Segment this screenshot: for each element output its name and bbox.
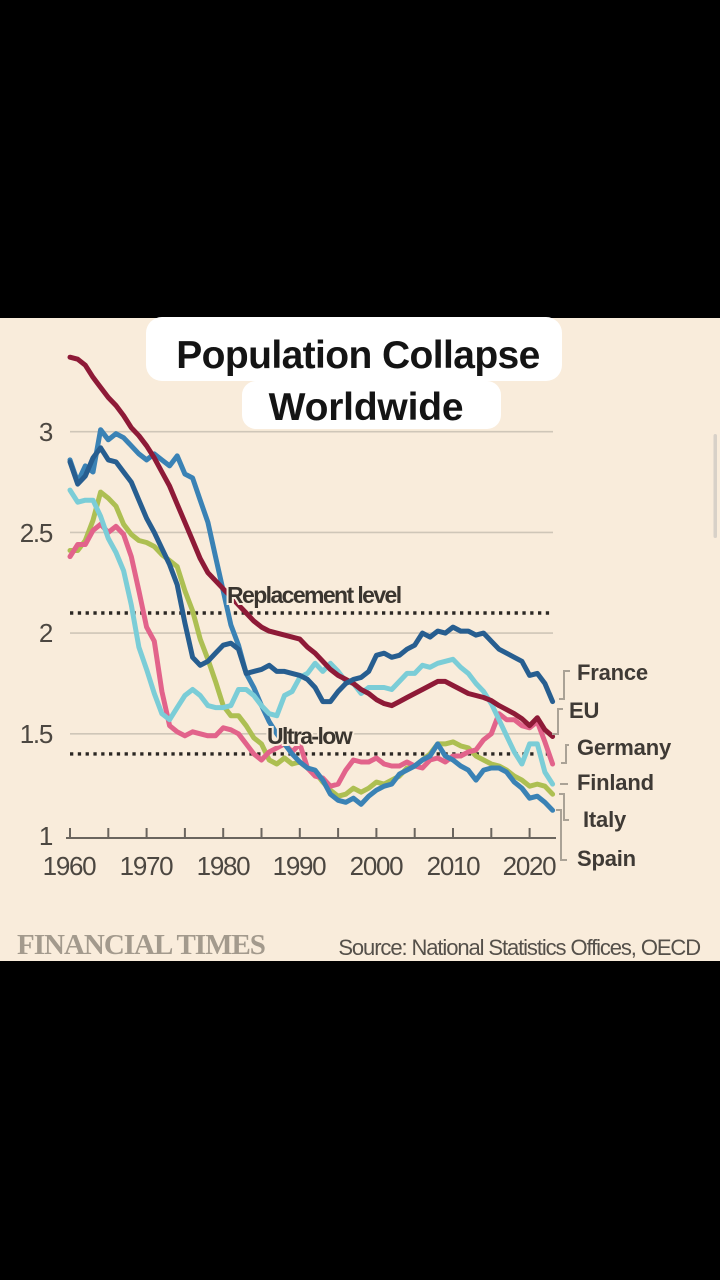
svg-text:2020: 2020 [503,851,556,881]
svg-text:Spain: Spain [577,846,636,871]
svg-text:3: 3 [39,417,53,447]
svg-text:1.5: 1.5 [20,719,53,749]
svg-text:Replacement level: Replacement level [227,582,401,608]
svg-text:2010: 2010 [427,851,480,881]
svg-text:Ultra-low: Ultra-low [267,723,353,749]
svg-text:2000: 2000 [350,851,403,881]
svg-text:Finland: Finland [577,770,654,795]
svg-text:1960: 1960 [43,851,96,881]
svg-text:1990: 1990 [273,851,326,881]
svg-text:1: 1 [39,821,53,851]
svg-text:1980: 1980 [197,851,250,881]
svg-text:Worldwide: Worldwide [269,386,464,429]
svg-text:1970: 1970 [120,851,173,881]
svg-text:Italy: Italy [583,807,627,832]
svg-text:France: France [577,660,648,685]
svg-text:2: 2 [39,618,53,648]
svg-text:2.5: 2.5 [20,518,53,548]
svg-text:Source: National Statistics Of: Source: National Statistics Offices, OEC… [338,935,700,960]
svg-text:FINANCIAL TIMES: FINANCIAL TIMES [17,929,265,961]
svg-text:EU: EU [569,698,599,723]
svg-text:Population Collapse: Population Collapse [176,334,539,377]
svg-text:Germany: Germany [577,735,672,760]
